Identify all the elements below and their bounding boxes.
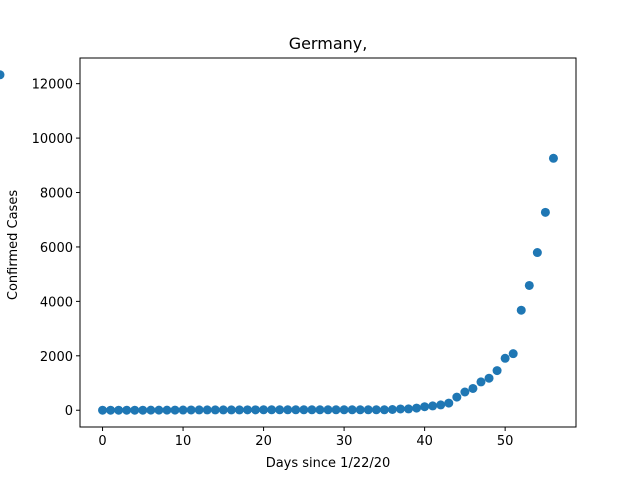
- point: [363, 405, 373, 415]
- point: [548, 153, 558, 163]
- point: [468, 383, 478, 393]
- y-tick-label: 12000: [32, 78, 73, 93]
- point: [242, 405, 252, 415]
- point: [404, 404, 414, 414]
- point: [452, 392, 462, 402]
- point: [476, 377, 486, 387]
- point: [412, 403, 422, 413]
- point: [428, 401, 438, 411]
- point: [444, 398, 454, 408]
- y-tick-label: 8000: [40, 187, 73, 202]
- point: [540, 207, 550, 217]
- point: [395, 404, 405, 414]
- point: [210, 405, 220, 415]
- point: [0, 70, 5, 80]
- point: [146, 405, 156, 415]
- point: [130, 405, 140, 415]
- point: [114, 405, 124, 415]
- point: [186, 405, 196, 415]
- point: [315, 405, 325, 415]
- point: [532, 248, 542, 258]
- point: [226, 405, 236, 415]
- y-tick-label: 0: [65, 404, 73, 419]
- point: [283, 405, 293, 415]
- x-axis-label: Days since 1/22/20: [266, 456, 391, 471]
- point: [355, 405, 365, 415]
- point: [307, 405, 317, 415]
- x-tick-label: 10: [175, 434, 192, 449]
- y-axis-label: Confirmed Cases: [6, 190, 21, 300]
- point: [267, 405, 277, 415]
- y-tick-label: 4000: [40, 295, 73, 310]
- point: [154, 405, 164, 415]
- y-tick-label: 10000: [32, 132, 73, 147]
- x-tick-label: 40: [416, 434, 433, 449]
- point: [484, 373, 494, 383]
- point: [291, 405, 301, 415]
- point: [234, 405, 244, 415]
- x-tick-label: 30: [336, 434, 353, 449]
- y-tick-label: 6000: [40, 241, 73, 256]
- point: [122, 405, 132, 415]
- point: [178, 405, 188, 415]
- point: [194, 405, 204, 415]
- point: [170, 405, 180, 415]
- point: [460, 387, 470, 397]
- point: [500, 353, 510, 363]
- point: [436, 400, 446, 410]
- point: [323, 405, 333, 415]
- y-tick-label: 2000: [40, 350, 73, 365]
- point: [371, 405, 381, 415]
- point: [218, 405, 228, 415]
- point: [387, 405, 397, 415]
- point: [347, 405, 357, 415]
- point: [420, 402, 430, 412]
- plot-frame: [79, 57, 577, 428]
- point: [259, 405, 269, 415]
- point: [339, 405, 349, 415]
- x-tick-label: 20: [255, 434, 272, 449]
- point: [98, 405, 108, 415]
- point: [251, 405, 261, 415]
- point: [202, 405, 212, 415]
- point: [275, 405, 285, 415]
- point: [162, 405, 172, 415]
- point: [379, 405, 389, 415]
- point: [492, 366, 502, 376]
- point: [331, 405, 341, 415]
- point: [138, 405, 148, 415]
- point: [516, 305, 526, 315]
- point: [106, 405, 116, 415]
- x-tick-label: 0: [98, 434, 106, 449]
- point: [508, 349, 518, 359]
- x-tick-label: 50: [497, 434, 514, 449]
- point: [524, 280, 534, 290]
- chart-title: Germany,: [289, 34, 368, 53]
- point: [299, 405, 309, 415]
